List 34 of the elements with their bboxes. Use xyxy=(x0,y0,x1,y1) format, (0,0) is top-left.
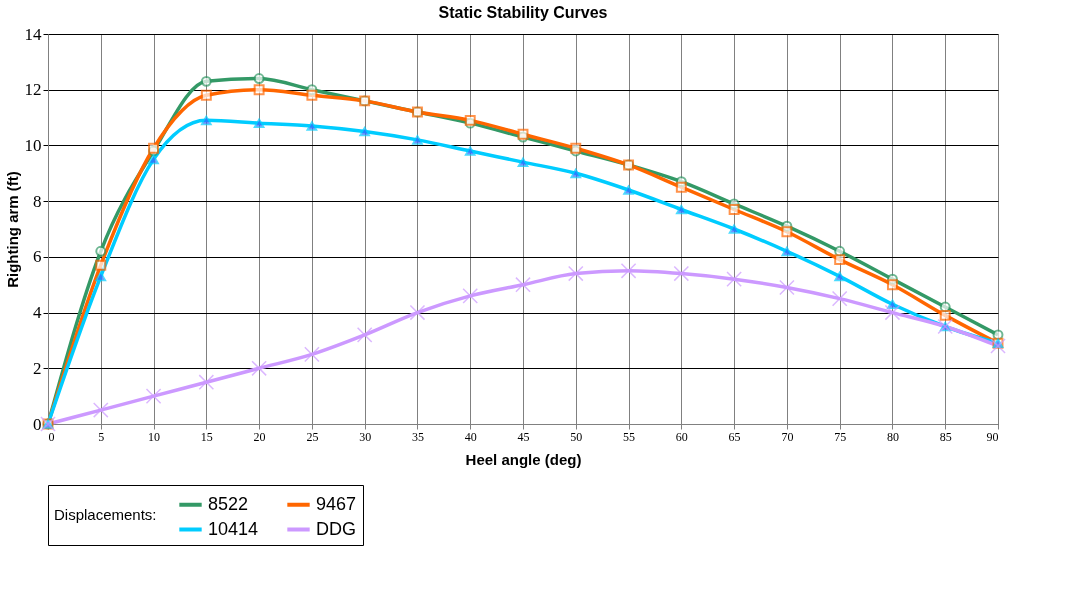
x-tick-label: 20 xyxy=(253,429,266,444)
x-tick-label: 75 xyxy=(834,429,847,444)
x-tick-label: 85 xyxy=(939,429,952,444)
legend-label: DDG xyxy=(316,518,356,539)
x-tick-label: 40 xyxy=(464,429,477,444)
legend-label: 10414 xyxy=(208,518,259,539)
legend-label: 9467 xyxy=(316,493,357,514)
x-tick-label: 55 xyxy=(623,429,636,444)
x-tick-label: 90 xyxy=(986,429,999,444)
x-tick-label: 0 xyxy=(48,429,55,444)
x-tick-label: 60 xyxy=(675,429,688,444)
y-tick-label: 10 xyxy=(24,135,42,155)
x-tick-label: 80 xyxy=(886,429,899,444)
x-tick-label: 10 xyxy=(148,429,161,444)
x-tick-label: 50 xyxy=(570,429,583,444)
y-tick-label: 4 xyxy=(33,303,42,323)
legend-label: 8522 xyxy=(208,493,249,514)
x-tick-label: 70 xyxy=(781,429,794,444)
y-tick-label: 6 xyxy=(33,247,42,267)
x-tick-label: 15 xyxy=(200,429,213,444)
y-tick-label: 12 xyxy=(24,80,42,100)
x-tick-label: 5 xyxy=(98,429,105,444)
y-axis-title: Righting arm (ft) xyxy=(3,171,21,288)
y-tick-label: 2 xyxy=(33,358,42,378)
x-tick-label: 45 xyxy=(517,429,530,444)
x-tick-label: 25 xyxy=(306,429,319,444)
x-tick-label: 30 xyxy=(359,429,372,444)
x-tick-label: 35 xyxy=(411,429,424,444)
x-axis-title: Heel angle (deg) xyxy=(465,450,582,468)
chart-title: Static Stability Curves xyxy=(438,4,608,21)
legend-title: Displacements: xyxy=(54,506,157,523)
x-tick-label: 65 xyxy=(728,429,741,444)
y-tick-label: 14 xyxy=(24,24,42,44)
y-tick-label: 8 xyxy=(33,191,42,211)
